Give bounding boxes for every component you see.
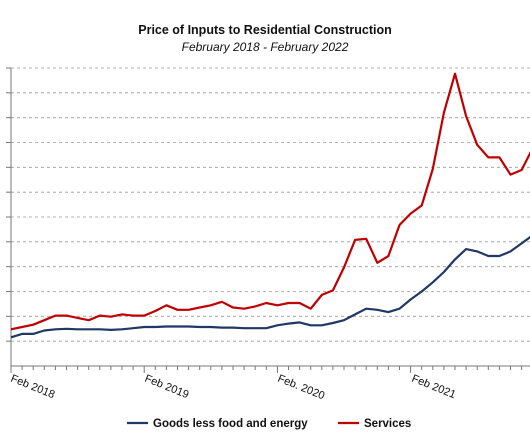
x-tick-label: Feb 2018 <box>9 373 57 402</box>
chart-title: Price of Inputs to Residential Construct… <box>138 23 392 37</box>
legend-label-goods: Goods less food and energy <box>153 418 308 430</box>
x-tick-labels: Feb 2018 Feb 2019 Feb. 2020 Feb 2021 <box>9 373 458 403</box>
series-line-services <box>10 72 530 331</box>
legend: Goods less food and energy Services <box>127 418 411 430</box>
gridlines <box>11 67 530 342</box>
chart-subtitle: February 2018 - February 2022 <box>182 40 349 54</box>
y-axis-ticks <box>6 67 11 342</box>
legend-label-services: Services <box>364 418 411 430</box>
x-tick-label: Feb 2019 <box>143 373 191 402</box>
x-tick-label: Feb 2021 <box>410 373 458 402</box>
series-group <box>10 72 530 339</box>
x-axis-ticks <box>10 366 523 373</box>
x-tick-label: Feb. 2020 <box>276 373 326 403</box>
series-line-goods <box>10 235 530 339</box>
